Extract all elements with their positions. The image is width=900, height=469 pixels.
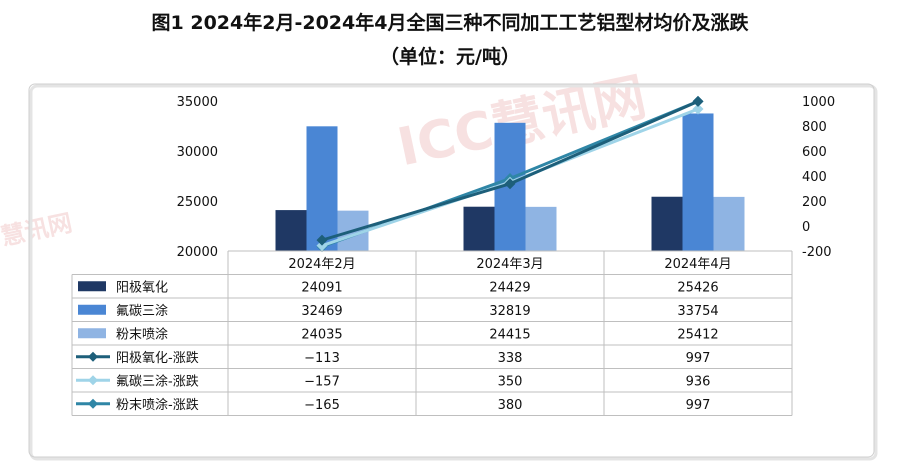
data-label: −165 <box>304 398 340 413</box>
bar <box>275 210 307 251</box>
legend-key-marker <box>88 351 98 362</box>
legend-key-marker <box>88 398 98 409</box>
y-right-tick-label: 1000 <box>802 95 835 110</box>
legend-label: 氟碳三涂-涨跌 <box>116 373 199 389</box>
legend-label: 粉末喷涂 <box>116 326 168 342</box>
data-label: 24429 <box>489 280 530 295</box>
line-point <box>504 178 516 190</box>
y-right-tick-label: -200 <box>802 245 832 260</box>
data-label: −157 <box>304 374 340 389</box>
chart-subtitle: （单位：元/吨） <box>380 46 520 68</box>
y-right-tick-label: 800 <box>802 120 827 135</box>
y-left-tick-label: 30000 <box>177 145 218 160</box>
chart-frame-shadow <box>29 84 878 461</box>
y-right-tick-label: 400 <box>802 170 827 185</box>
data-label: 350 <box>498 374 523 389</box>
legend-key <box>78 304 106 315</box>
line-point <box>692 95 704 107</box>
category-label: 2024年4月 <box>664 257 731 272</box>
data-label: 936 <box>686 374 711 389</box>
data-label: 32469 <box>301 304 342 319</box>
chart-frame <box>28 83 875 458</box>
y-right-tick-label: 600 <box>802 145 827 160</box>
data-label: −113 <box>304 351 340 366</box>
legend-key-marker <box>88 375 98 386</box>
y-right-tick-label: 0 <box>802 220 810 235</box>
bar <box>306 126 338 251</box>
y-right-tick-label: 200 <box>802 195 827 210</box>
chart-title: 图1 2024年2月-2024年4月全国三种不同加工工艺铝型材均价及涨跌 <box>151 12 749 34</box>
legend-key <box>78 328 106 339</box>
legend-label: 阳极氧化 <box>116 280 168 295</box>
data-label: 24091 <box>301 280 342 295</box>
data-label: 24035 <box>301 327 342 342</box>
bar <box>525 206 557 251</box>
bar <box>713 196 745 251</box>
data-label: 338 <box>498 351 523 366</box>
y-left-tick-label: 35000 <box>177 95 218 110</box>
category-label: 2024年2月 <box>288 257 355 272</box>
legend-label: 阳极氧化-涨跌 <box>116 350 199 366</box>
data-label: 997 <box>686 398 711 413</box>
data-label: 33754 <box>677 304 718 319</box>
legend-key <box>78 281 106 292</box>
bar <box>463 206 495 251</box>
data-label: 32819 <box>489 304 530 319</box>
bar <box>682 113 714 252</box>
y-left-tick-label: 20000 <box>177 245 218 260</box>
bar <box>651 196 683 251</box>
category-label: 2024年3月 <box>476 257 543 272</box>
legend-label: 粉末喷涂-涨跌 <box>116 397 199 413</box>
data-label: 24415 <box>489 327 530 342</box>
data-label: 380 <box>498 398 523 413</box>
y-left-tick-label: 25000 <box>177 195 218 210</box>
data-label: 25412 <box>677 327 718 342</box>
data-label: 25426 <box>677 280 718 295</box>
legend-label: 氟碳三涂 <box>116 303 168 319</box>
line-point <box>316 234 328 246</box>
line-point <box>692 103 704 115</box>
data-label: 997 <box>686 351 711 366</box>
